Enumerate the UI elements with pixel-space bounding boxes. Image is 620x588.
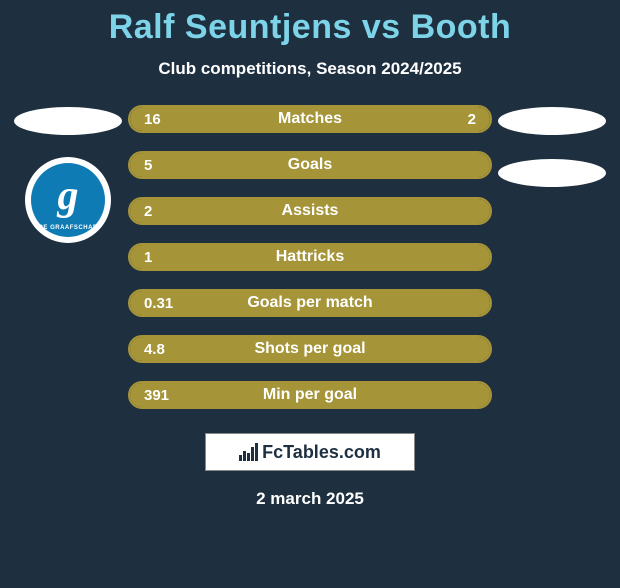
stat-bar: 4.8Shots per goal: [128, 335, 492, 363]
icon-bar: [239, 455, 242, 461]
left-column: g DE GRAAFSCHAP: [8, 105, 128, 409]
icon-bar: [247, 453, 250, 461]
content-area: g DE GRAAFSCHAP 162Matches 5Goals 2Assists…: [0, 105, 620, 409]
right-column: [492, 105, 612, 409]
stat-bar: 162Matches: [128, 105, 492, 133]
player-left-avatar-placeholder: [14, 107, 122, 135]
club-logo-inner: g DE GRAAFSCHAP: [31, 163, 105, 237]
fctables-text: FcTables.com: [262, 442, 381, 463]
icon-bar: [255, 443, 258, 461]
stat-label: Hattricks: [130, 248, 490, 266]
stats-column: 162Matches 5Goals 2Assists 1Hattricks 0.31Go…: [128, 105, 492, 409]
player-right-club-placeholder: [498, 159, 606, 187]
stat-bar: 1Hattricks: [128, 243, 492, 271]
stat-label: Goals per match: [130, 294, 490, 312]
stat-label: Shots per goal: [130, 340, 490, 358]
stat-bar: 391Min per goal: [128, 381, 492, 409]
player-right-avatar-placeholder: [498, 107, 606, 135]
stat-label: Min per goal: [130, 386, 490, 404]
icon-bar: [251, 447, 254, 461]
stat-label: Goals: [130, 156, 490, 174]
stat-bar: 5Goals: [128, 151, 492, 179]
club-logo: g DE GRAAFSCHAP: [25, 157, 111, 243]
page-title: Ralf Seuntjens vs Booth: [0, 8, 620, 47]
club-logo-letter: g: [58, 175, 79, 217]
stat-bar: 2Assists: [128, 197, 492, 225]
bar-chart-icon: [239, 443, 258, 461]
fctables-badge: FcTables.com: [205, 433, 415, 471]
icon-bar: [243, 451, 246, 461]
club-logo-name: DE GRAAFSCHAP: [31, 225, 105, 231]
stat-label: Matches: [130, 110, 490, 128]
page-subtitle: Club competitions, Season 2024/2025: [0, 59, 620, 79]
footer-date: 2 march 2025: [0, 489, 620, 509]
stat-label: Assists: [130, 202, 490, 220]
stat-bar: 0.31Goals per match: [128, 289, 492, 317]
